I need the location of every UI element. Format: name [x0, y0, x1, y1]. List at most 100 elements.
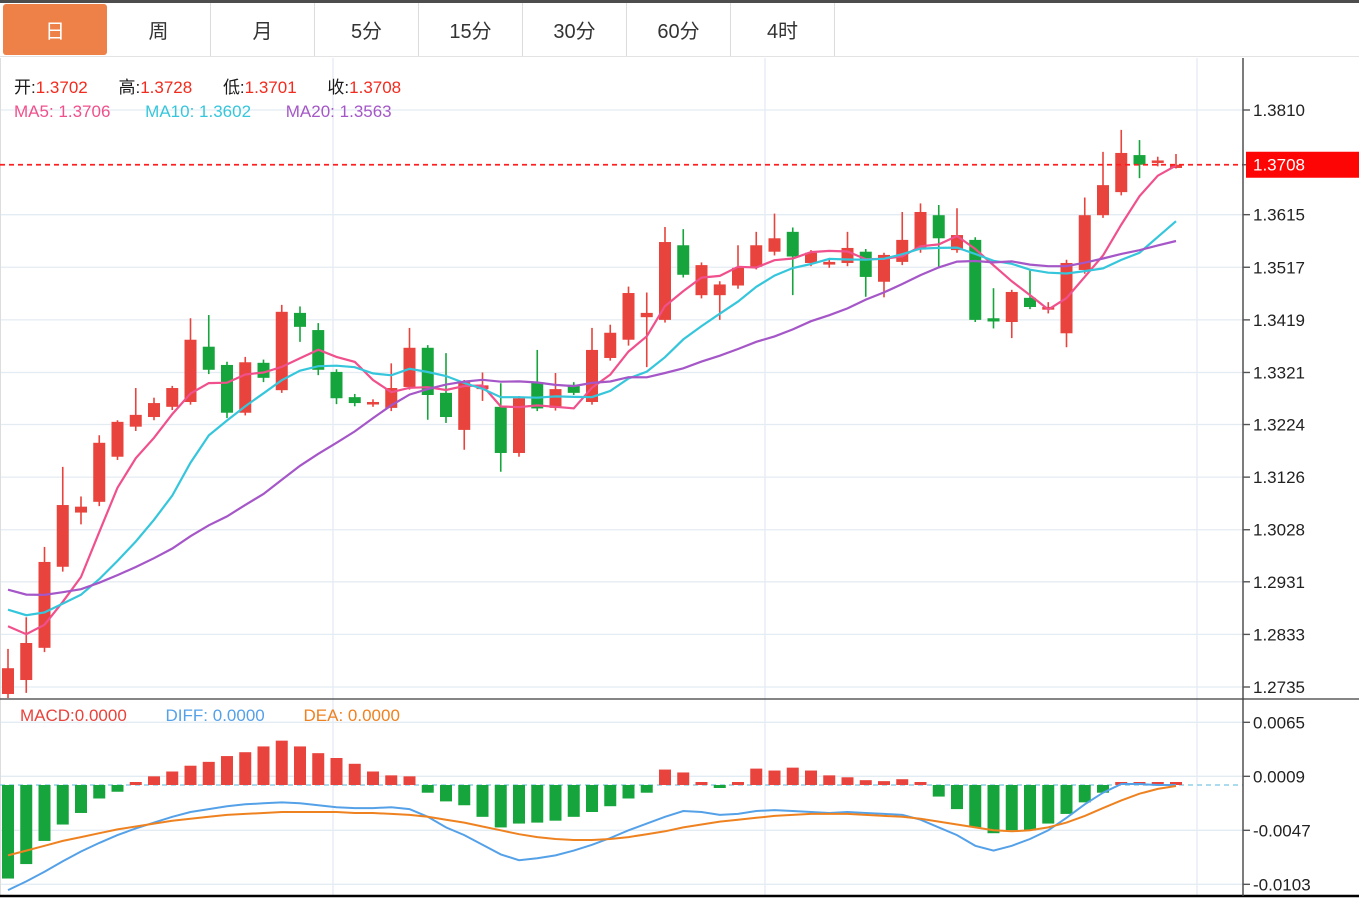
diff-label: DIFF: — [165, 706, 209, 725]
ma-readout: MA5: 1.3706 MA10: 1.3602 MA20: 1.3563 — [14, 102, 422, 122]
candle — [786, 227, 799, 296]
macd-bar — [221, 756, 233, 785]
macd-bar — [56, 785, 69, 825]
tab-4hour[interactable]: 4时 — [731, 3, 835, 56]
macd-bar — [257, 746, 270, 785]
macd-bar — [476, 785, 489, 817]
open-label: 开: — [14, 78, 36, 97]
macd-bar — [93, 785, 106, 799]
candle — [75, 496, 87, 525]
macd-bar — [348, 763, 361, 785]
macd-bar — [166, 771, 179, 785]
macd-histogram — [2, 740, 1182, 879]
candle — [184, 318, 197, 405]
macd-bar — [531, 785, 544, 823]
candle — [129, 388, 142, 431]
tab-day[interactable]: 日 — [3, 4, 107, 55]
candle — [257, 359, 270, 383]
macd-bar — [604, 785, 617, 807]
current-price-badge: 1.3708 — [1246, 151, 1359, 178]
candle — [1024, 269, 1036, 310]
macd-bar — [932, 785, 945, 797]
macd-bar — [695, 782, 708, 785]
axis-tick-label: 1.3517 — [1253, 258, 1305, 277]
candle — [1078, 197, 1091, 274]
high-value: 1.3728 — [140, 78, 193, 97]
candle — [38, 546, 51, 653]
ma10-line — [7, 220, 1177, 617]
macd-bar — [841, 777, 854, 785]
macd-bar — [1024, 785, 1036, 831]
tab-15min[interactable]: 15分 — [419, 3, 523, 56]
macd-bar — [202, 761, 215, 785]
macd-bar — [951, 785, 963, 810]
macd-bar — [111, 785, 124, 792]
axis-tick-label: 1.3028 — [1253, 521, 1305, 540]
axis-tick-label: 1.3419 — [1253, 311, 1305, 330]
close-value: 1.3708 — [349, 78, 402, 97]
macd-bar — [330, 757, 343, 785]
macd-bar — [640, 785, 653, 793]
macd-bar — [458, 785, 471, 806]
axis-tick-label: 1.2833 — [1253, 625, 1305, 644]
macd-bar — [1151, 782, 1164, 785]
tab-month[interactable]: 月 — [211, 3, 315, 56]
macd-bar — [385, 775, 398, 785]
candle — [93, 435, 106, 507]
macd-bar — [440, 785, 452, 802]
macd-bar — [129, 782, 142, 785]
open-value: 1.3702 — [35, 78, 88, 97]
ma20-label: MA20: — [285, 102, 335, 121]
ma5-line — [7, 164, 1177, 636]
macd-bar — [75, 785, 87, 813]
close-label: 收: — [327, 78, 350, 97]
candle — [367, 399, 379, 407]
ma20-line — [7, 239, 1177, 597]
macd-bar — [403, 776, 416, 785]
candle — [750, 231, 763, 270]
axis-tick-label: 0.0009 — [1253, 767, 1305, 786]
candle — [421, 345, 434, 420]
candle — [221, 361, 233, 419]
candle — [1133, 140, 1146, 179]
dea-value: 0.0000 — [347, 706, 400, 725]
candle — [294, 306, 306, 342]
axis-tick-label: 1.2735 — [1253, 678, 1305, 697]
macd-bar — [914, 782, 927, 785]
candle — [20, 617, 33, 693]
macd-bar — [38, 785, 51, 841]
candle — [878, 252, 890, 298]
interval-tabbar: 日 周 月 5分 15分 30分 60分 4时 — [0, 0, 1359, 57]
macd-bar — [750, 768, 763, 785]
candle — [166, 385, 179, 411]
macd-label: MACD: — [20, 706, 75, 725]
candle — [622, 286, 635, 346]
tab-30min[interactable]: 30分 — [523, 3, 627, 56]
candle — [768, 213, 781, 256]
low-value: 1.3701 — [244, 78, 297, 97]
axis-tick-label: 1.3615 — [1253, 206, 1305, 225]
tab-60min[interactable]: 60分 — [627, 3, 731, 56]
candle — [2, 648, 14, 698]
candle — [440, 353, 452, 423]
candle — [1005, 289, 1018, 339]
tab-week[interactable]: 周 — [107, 3, 211, 56]
candle — [202, 315, 215, 375]
candle — [330, 369, 343, 405]
axis-tick-label: 1.2931 — [1253, 573, 1305, 592]
tab-5min[interactable]: 5分 — [315, 3, 419, 56]
macd-bar — [312, 753, 325, 785]
macd-value: 0.0000 — [74, 706, 127, 725]
candle — [823, 258, 836, 268]
diff-line — [7, 783, 1176, 892]
macd-bar — [805, 770, 817, 785]
macd-bar — [1005, 785, 1018, 831]
candle — [969, 237, 982, 323]
dea-label: DEA: — [303, 706, 344, 725]
axis-tick-label: 0.0065 — [1253, 713, 1305, 732]
candle — [1097, 151, 1109, 218]
candle — [531, 349, 544, 412]
candle — [513, 396, 525, 457]
macd-bar — [513, 785, 525, 824]
